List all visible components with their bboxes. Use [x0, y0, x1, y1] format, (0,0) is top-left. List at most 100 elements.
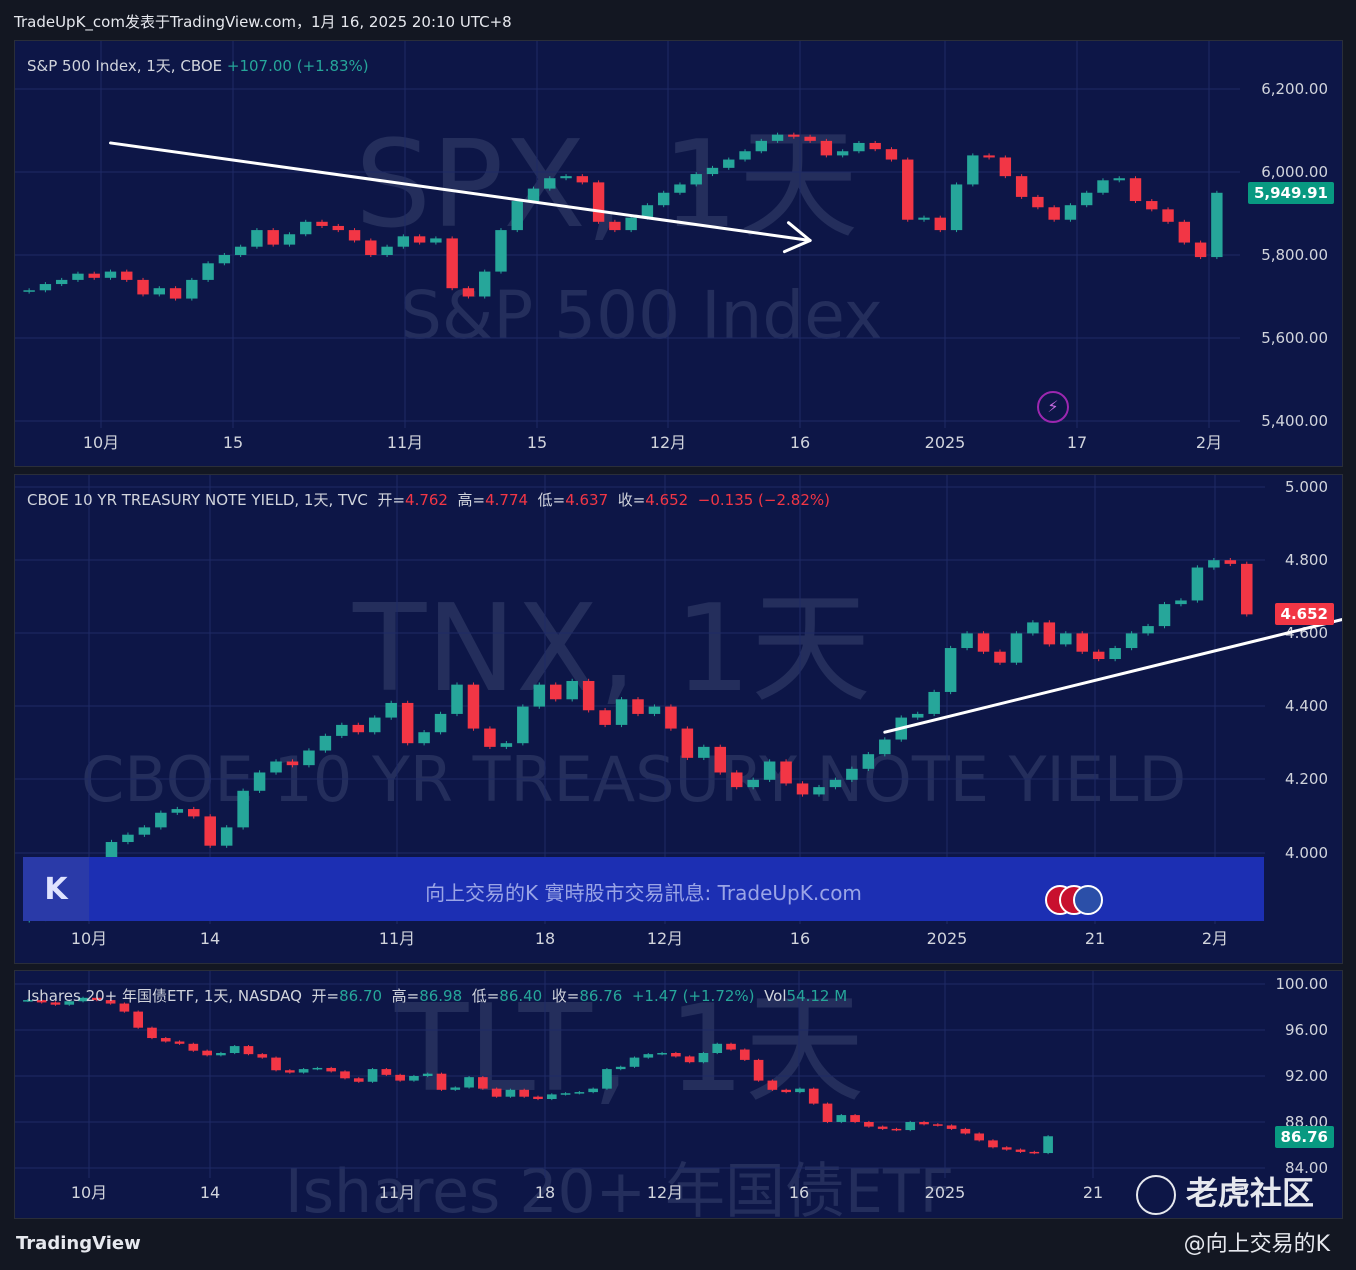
candle	[298, 1067, 309, 1074]
candle	[974, 1132, 984, 1142]
tnx-close: 4.652	[645, 491, 689, 509]
candle	[615, 1065, 626, 1071]
lightning-icon[interactable]: ⚡	[1037, 391, 1069, 423]
candle	[967, 153, 979, 187]
candle	[796, 781, 809, 797]
tradingview-logo[interactable]: TradingView	[16, 1233, 141, 1254]
candle	[681, 726, 694, 761]
candle	[105, 998, 116, 1005]
candle	[988, 1139, 998, 1149]
candle	[934, 215, 946, 233]
y-tick-label: 5,600.00	[1261, 329, 1328, 347]
candle	[1211, 190, 1223, 260]
author-handle: @向上交易的K	[1183, 1232, 1330, 1257]
tnx-close-label: 收=	[617, 491, 646, 509]
tlt-vol: 54.12 M	[786, 987, 848, 1005]
candle	[171, 806, 184, 815]
candle	[808, 1087, 819, 1105]
candle	[155, 810, 167, 830]
tlt-close-label: 收=	[551, 987, 580, 1005]
y-tick-label: 4.400	[1285, 697, 1328, 715]
candle	[286, 759, 299, 768]
candle	[267, 228, 279, 247]
candle	[1064, 203, 1077, 222]
spx-legend: S&P 500 Index, 1天, CBOE +107.00 (+1.83%)	[27, 55, 369, 76]
candle	[1178, 219, 1191, 245]
x-tick-label: 2月	[1202, 929, 1228, 948]
k-logo-icon: K	[23, 857, 89, 921]
candle	[885, 147, 898, 162]
candle	[202, 261, 214, 282]
candle	[684, 1055, 695, 1064]
x-tick-label: 14	[200, 1183, 220, 1202]
tlt-legend: Ishares 20+ 年国债ETF, 1天, NASDAQ 开=86.70 高…	[27, 985, 847, 1006]
candle	[795, 1087, 805, 1094]
candle	[1015, 174, 1028, 199]
candle	[739, 1048, 750, 1062]
candle	[698, 744, 710, 761]
candle	[780, 759, 792, 786]
candle	[1060, 631, 1072, 647]
promo-banner[interactable]: K 向上交易的K 實時股市交易訊息: TradeUpK.com	[23, 857, 1264, 921]
candle	[133, 1010, 144, 1029]
candle	[153, 286, 165, 297]
tnx-open: 4.762	[405, 491, 448, 509]
y-tick-label: 5.000	[1285, 478, 1328, 496]
candle	[352, 722, 365, 735]
candle	[994, 649, 1006, 665]
x-tick-label: 15	[223, 433, 243, 452]
candle	[220, 825, 233, 848]
candle	[625, 215, 637, 233]
x-tick-label: 11月	[379, 1183, 415, 1202]
candle	[283, 232, 296, 247]
candle	[1175, 598, 1187, 607]
candle	[674, 182, 686, 195]
spx-chart[interactable]: 6,200.00 6,000.00 5,800.00 5,600.00 5,400.00…	[15, 41, 1342, 466]
candle	[303, 748, 315, 768]
candle	[413, 234, 426, 245]
candle	[365, 238, 377, 257]
spx-legend-name: S&P 500 Index, 1天, CBOE	[27, 57, 223, 75]
candle	[367, 1067, 378, 1083]
candle	[409, 1074, 419, 1082]
candle	[862, 751, 875, 772]
candle	[879, 737, 891, 757]
tlt-high: 86.98	[419, 987, 463, 1005]
candle	[1001, 1146, 1012, 1151]
candle	[615, 697, 628, 728]
candle	[739, 149, 751, 162]
candle	[1142, 623, 1154, 636]
candle	[368, 715, 381, 735]
y-tick-label: 4.200	[1285, 770, 1328, 788]
candle	[1032, 194, 1044, 210]
spx-panel[interactable]: SPX, 1天 S&P 500 Index 6,200.00 6,000.00 5,…	[14, 40, 1343, 467]
candle	[511, 199, 523, 233]
candle	[50, 1001, 61, 1006]
x-tick-label: 2025	[925, 433, 966, 452]
x-tick-label: 10月	[71, 929, 107, 948]
candle	[714, 744, 727, 775]
tnx-panel[interactable]: TNX, 1天 CBOE 10 YR TREASURY NOTE YIELD 5…	[14, 474, 1343, 964]
candle	[1191, 565, 1204, 603]
candle	[813, 784, 825, 797]
tnx-high-label: 高=	[457, 491, 486, 509]
candle	[960, 1127, 971, 1135]
candle	[944, 645, 957, 695]
x-tick-label: 15	[527, 433, 547, 452]
candle	[657, 1051, 667, 1056]
candle	[234, 244, 247, 257]
y-tick-label: 4.600	[1285, 624, 1328, 642]
candle	[1043, 1135, 1053, 1155]
candle	[92, 996, 102, 1002]
candle	[820, 138, 833, 158]
candle	[204, 814, 216, 848]
candle	[1224, 558, 1237, 567]
tlt-low-label: 低=	[471, 987, 500, 1005]
x-tick-label: 12月	[647, 1183, 683, 1202]
candle	[1194, 240, 1207, 260]
candle	[864, 1120, 874, 1128]
candle	[1162, 207, 1174, 224]
x-tick-label: 18	[535, 929, 555, 948]
candle	[479, 269, 491, 299]
